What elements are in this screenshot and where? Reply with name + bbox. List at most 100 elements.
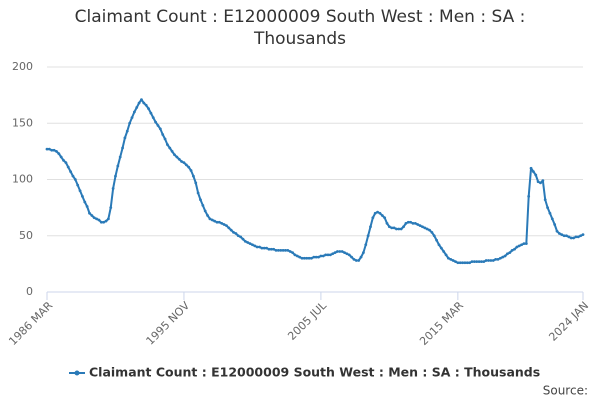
point [241, 237, 245, 241]
point [229, 228, 233, 232]
point [95, 217, 98, 221]
point [102, 220, 106, 224]
point [199, 198, 202, 202]
point [251, 243, 254, 247]
point [326, 253, 330, 257]
point [442, 250, 446, 253]
point [130, 116, 134, 120]
point [187, 165, 191, 169]
point [73, 178, 77, 181]
point [496, 257, 500, 261]
point [71, 174, 75, 178]
point [390, 226, 394, 230]
point [88, 211, 91, 215]
point [491, 259, 495, 262]
point [62, 158, 65, 162]
point [510, 248, 514, 252]
point [291, 251, 294, 255]
x-tick-label: 2024 JAN [546, 299, 591, 344]
point [425, 227, 429, 231]
point [541, 179, 545, 183]
point [515, 245, 519, 249]
point [206, 214, 209, 217]
point [265, 246, 268, 250]
point [413, 221, 417, 225]
point [336, 250, 339, 253]
point [277, 248, 280, 252]
point [380, 214, 384, 217]
point [99, 220, 103, 224]
point [295, 254, 299, 258]
point [581, 233, 585, 237]
point [248, 242, 252, 246]
point [423, 226, 427, 230]
point [345, 252, 349, 256]
point [142, 101, 146, 105]
point [151, 116, 155, 120]
point [565, 234, 568, 238]
point [140, 98, 143, 102]
point [451, 259, 455, 262]
point [57, 152, 61, 156]
point [572, 236, 575, 240]
point [182, 161, 186, 165]
point [246, 241, 250, 244]
point [480, 260, 483, 264]
point [472, 260, 476, 264]
point [116, 164, 120, 168]
point [135, 106, 139, 109]
point [175, 155, 179, 159]
point [180, 160, 183, 163]
point [484, 259, 488, 262]
point [576, 235, 580, 239]
point [300, 256, 304, 260]
point [137, 101, 141, 105]
point [404, 221, 408, 225]
point [121, 146, 124, 150]
point [210, 218, 214, 222]
point [406, 220, 410, 224]
point [539, 181, 542, 185]
point [418, 224, 422, 228]
point [517, 244, 521, 248]
point [45, 147, 49, 151]
point [439, 246, 443, 250]
point [163, 137, 167, 141]
point [144, 103, 148, 107]
point [114, 174, 117, 178]
point [281, 248, 285, 252]
point [90, 214, 94, 217]
point [286, 248, 290, 252]
point [217, 220, 221, 224]
point [196, 191, 200, 195]
point [317, 255, 320, 259]
point [520, 243, 524, 247]
point [503, 254, 507, 258]
point [553, 223, 557, 226]
point [534, 173, 538, 177]
point [378, 211, 382, 215]
point [97, 218, 101, 222]
point [529, 166, 533, 170]
point [314, 255, 318, 259]
point [194, 181, 198, 185]
point [454, 260, 457, 264]
source: Source: [543, 384, 588, 398]
y-tick-label: 100 [12, 173, 33, 186]
point [258, 245, 261, 249]
point [574, 235, 578, 239]
point [154, 120, 158, 124]
point [220, 221, 224, 225]
point [118, 155, 122, 159]
point [498, 256, 502, 260]
point [215, 220, 219, 224]
chart-title: Claimant Count : E12000009 South West : … [74, 7, 526, 49]
point [513, 247, 516, 251]
point [557, 232, 561, 235]
point [428, 228, 431, 232]
point [156, 124, 160, 127]
point [92, 216, 96, 220]
point [350, 255, 353, 259]
y-tick-label: 150 [12, 116, 33, 129]
